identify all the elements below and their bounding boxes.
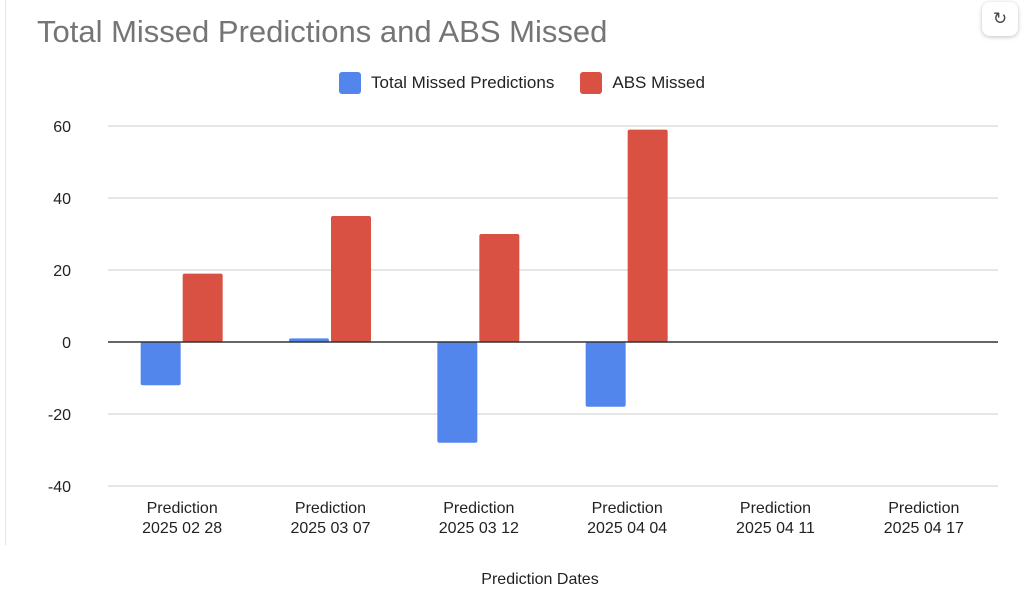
- x-axis-title: Prediction Dates: [481, 571, 598, 588]
- bar-total-missed: [140, 342, 181, 386]
- legend-swatch: [580, 72, 603, 94]
- x-tick-label: Prediction: [740, 500, 811, 517]
- y-tick-label: -20: [48, 407, 71, 424]
- bar-total-missed: [289, 338, 329, 342]
- x-tick-label: Prediction: [592, 500, 663, 517]
- x-tick-label: 2025 04 11: [736, 520, 815, 537]
- legend-label: Total Missed Predictions: [371, 73, 555, 92]
- x-tick-label: 2025 03 07: [290, 520, 370, 537]
- y-tick-label: 40: [53, 191, 71, 208]
- bar-abs-missed: [627, 129, 668, 342]
- y-tick-label: 0: [62, 335, 71, 352]
- y-tick-label: -40: [48, 479, 71, 496]
- bar-total-missed: [585, 342, 626, 407]
- x-tick-label: 2025 04 17: [884, 520, 964, 537]
- bar-total-missed: [437, 342, 478, 443]
- legend-swatch: [339, 72, 362, 94]
- chart-border: [5, 0, 6, 545]
- bar-abs-missed: [331, 216, 371, 342]
- legend-item-abs-missed: ABS Missed: [580, 72, 705, 94]
- legend-item-total-missed: Total Missed Predictions: [339, 72, 554, 94]
- x-tick-label: Prediction: [443, 500, 514, 517]
- x-tick-label: Prediction: [888, 500, 959, 517]
- x-tick-label: Prediction: [295, 500, 366, 517]
- y-tick-label: 20: [53, 263, 71, 280]
- refresh-icon: ↻: [992, 9, 1008, 28]
- y-tick-label: 60: [53, 119, 71, 136]
- legend: Total Missed Predictions ABS Missed: [10, 72, 1024, 94]
- x-tick-label: 2025 04 04: [587, 520, 667, 537]
- x-tick-label: 2025 02 28: [142, 520, 222, 537]
- legend-label: ABS Missed: [612, 73, 705, 92]
- refresh-button[interactable]: ↻: [982, 2, 1018, 36]
- chart-title: Total Missed Predictions and ABS Missed: [37, 14, 608, 49]
- x-tick-label: Prediction: [147, 500, 218, 517]
- bar-abs-missed: [479, 234, 520, 342]
- x-tick-label: 2025 03 12: [439, 520, 519, 537]
- bar-abs-missed: [182, 273, 223, 342]
